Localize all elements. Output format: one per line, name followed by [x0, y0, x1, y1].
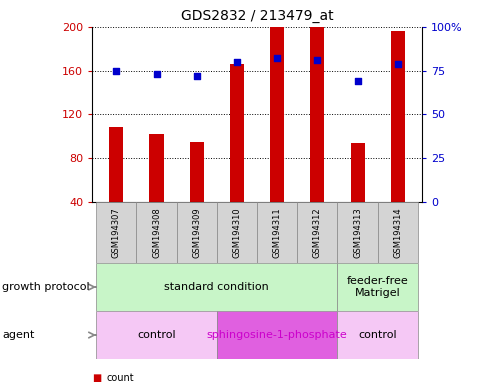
Text: control: control [137, 330, 176, 340]
Bar [350, 142, 364, 202]
Bar [109, 127, 123, 202]
Text: GSM194314: GSM194314 [393, 207, 402, 258]
Point [152, 71, 160, 77]
Text: GSM194311: GSM194311 [272, 207, 281, 258]
Text: GSM194312: GSM194312 [312, 207, 321, 258]
Bar [257, 202, 297, 263]
Text: standard condition: standard condition [164, 282, 269, 292]
Point [112, 68, 120, 74]
Text: GSM194309: GSM194309 [192, 207, 201, 258]
Bar [337, 311, 417, 359]
Bar [176, 202, 216, 263]
Bar [390, 31, 404, 202]
Text: ■: ■ [92, 373, 101, 383]
Bar [337, 263, 417, 311]
Bar [377, 202, 417, 263]
Bar [337, 202, 377, 263]
Text: growth protocol: growth protocol [2, 282, 90, 292]
Point [233, 59, 241, 65]
Bar [96, 311, 216, 359]
Bar [96, 202, 136, 263]
Text: agent: agent [2, 330, 35, 340]
Bar [310, 0, 324, 202]
Bar [297, 202, 337, 263]
Bar [216, 202, 257, 263]
Text: sphingosine-1-phosphate: sphingosine-1-phosphate [206, 330, 347, 340]
Bar [96, 263, 337, 311]
Point [193, 73, 200, 79]
Bar [136, 202, 176, 263]
Bar [216, 311, 337, 359]
Point [353, 78, 361, 84]
Title: GDS2832 / 213479_at: GDS2832 / 213479_at [181, 9, 333, 23]
Point [272, 55, 280, 61]
Point [313, 57, 320, 63]
Bar [149, 134, 163, 202]
Text: control: control [358, 330, 396, 340]
Text: GSM194313: GSM194313 [352, 207, 362, 258]
Text: GSM194310: GSM194310 [232, 207, 241, 258]
Text: count: count [106, 373, 134, 383]
Bar [229, 64, 243, 202]
Bar [270, 14, 284, 202]
Point [393, 61, 401, 67]
Text: feeder-free
Matrigel: feeder-free Matrigel [346, 276, 408, 298]
Bar [189, 142, 203, 202]
Text: GSM194307: GSM194307 [111, 207, 121, 258]
Text: GSM194308: GSM194308 [151, 207, 161, 258]
